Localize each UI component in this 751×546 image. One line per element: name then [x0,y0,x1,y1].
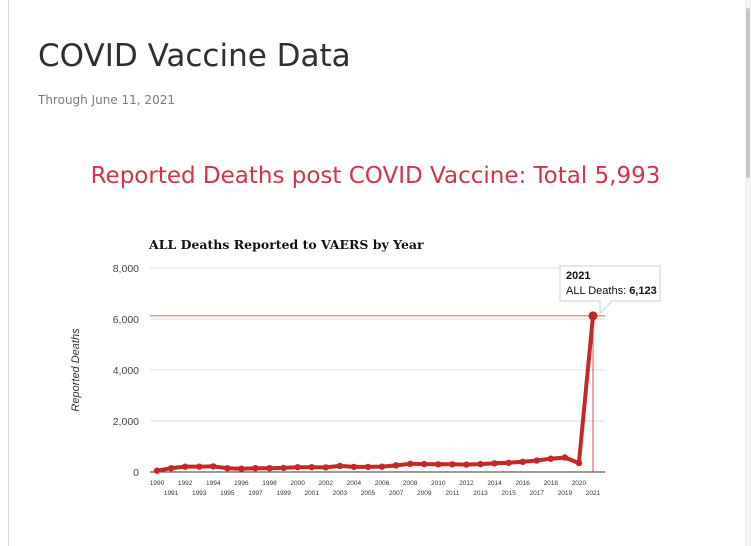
y-tick-label: 4,000 [113,365,139,377]
data-point[interactable] [224,464,231,472]
y-tick-label: 6,000 [113,314,139,326]
data-point[interactable] [336,462,344,470]
data-point[interactable] [561,454,569,461]
x-tick-label: 2008 [403,480,418,487]
y-tick-label: 8,000 [113,263,139,275]
x-tick-label: 2000 [290,480,305,487]
x-tick-label: 1996 [234,480,249,487]
y-tick-label: 2,000 [113,416,139,428]
data-point[interactable] [252,464,259,472]
data-point[interactable] [392,462,400,469]
scrollbar-thumb[interactable] [746,8,750,178]
deaths-line-chart[interactable]: ALL Deaths Reported to VAERS by Year Rep… [0,230,751,520]
x-tick-label: 2006 [375,480,390,487]
data-point[interactable] [547,455,555,462]
data-point[interactable] [449,461,456,468]
highlight-point[interactable] [588,311,598,321]
x-tick-label: 1999 [276,490,291,497]
x-tick-label: 1992 [178,480,193,487]
data-point[interactable] [463,461,470,468]
data-point[interactable] [195,463,203,470]
left-border [8,0,9,546]
x-tick-label: 2001 [304,490,319,497]
x-tick-label: 2005 [361,490,376,497]
data-point[interactable] [238,465,245,472]
x-tick-label: 2013 [473,490,488,497]
tooltip-label: ALL Deaths: [566,285,629,297]
x-tick-label: 2009 [417,490,432,497]
data-point[interactable] [519,458,526,465]
x-tick-label: 1995 [220,490,235,497]
x-tick-label: 1990 [150,480,165,487]
data-point[interactable] [505,459,512,467]
data-point[interactable] [210,463,217,470]
x-tick-label: 2014 [487,480,502,487]
page-subtitle: Through June 11, 2021 [38,93,175,107]
data-point[interactable] [533,457,540,464]
data-point[interactable] [406,460,414,468]
section-heading: Reported Deaths post COVID Vaccine: Tota… [90,163,661,189]
data-point[interactable] [294,463,301,471]
x-tick-label: 1991 [164,490,179,497]
data-point[interactable] [280,464,287,472]
tooltip-box [559,265,661,315]
data-point[interactable] [308,463,315,471]
chart-title: ALL Deaths Reported to VAERS by Year [148,237,424,252]
tooltip-text: ALL Deaths: 6,123 [566,285,657,297]
scrollbar[interactable] [745,0,751,546]
tooltip-year: 2021 [566,270,590,282]
series-line [155,313,595,473]
x-tick-label: 2019 [558,490,573,497]
x-tick-label: 2012 [459,480,474,487]
data-point[interactable] [491,460,498,467]
y-tick-label: 0 [133,467,139,479]
x-tick-label: 1993 [192,490,207,497]
data-point[interactable] [364,463,372,471]
y-axis-label: Reported Deaths [70,328,82,412]
x-tick-label: 2015 [501,490,516,497]
x-tick-label: 2021 [586,490,601,497]
tooltip-value: 6,123 [629,285,657,297]
x-tick-label: 1998 [262,480,277,487]
x-tick-label: 2010 [431,480,446,487]
data-point[interactable] [322,464,329,471]
data-point[interactable] [266,464,273,472]
data-point[interactable] [153,467,161,474]
x-tick-label: 2017 [530,490,545,497]
x-tick-label: 2011 [445,490,459,497]
x-tick-label: 2007 [389,490,404,497]
data-point[interactable] [421,460,428,468]
data-point[interactable] [435,461,442,468]
x-tick-label: 2003 [333,490,348,497]
x-tick-label: 2020 [572,480,587,487]
data-tooltip: 2021 ALL Deaths: 6,123 [559,265,661,315]
x-tick-label: 1997 [248,490,263,497]
x-tick-label: 2002 [319,480,334,487]
data-point[interactable] [378,463,386,470]
x-tick-label: 2018 [544,480,559,487]
data-point[interactable] [477,460,484,468]
data-point[interactable] [575,459,583,467]
data-point[interactable] [167,464,175,472]
x-tick-label: 2016 [515,480,530,487]
page-title: COVID Vaccine Data [38,38,351,74]
x-tick-label: 2004 [347,480,362,487]
x-tick-label: 1994 [206,480,221,487]
data-point[interactable] [350,463,358,471]
data-point[interactable] [181,463,189,470]
